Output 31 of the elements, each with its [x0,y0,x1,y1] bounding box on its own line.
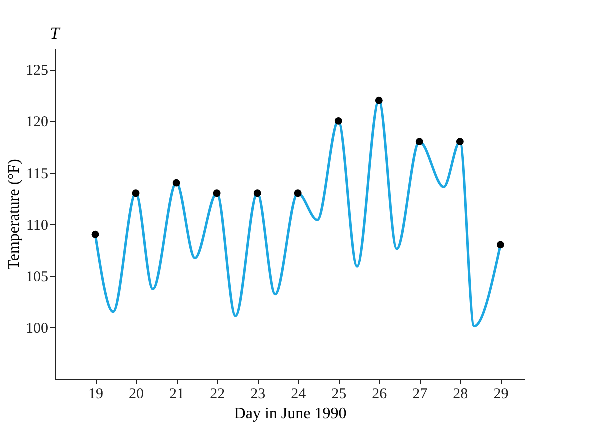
y-tick-label: 100 [26,320,48,337]
y-tick-label: 115 [26,166,48,182]
y-axis-title: Temperature (°F) [6,159,23,270]
point [334,117,342,125]
point [456,138,464,146]
x-tick-label: 20 [129,386,144,402]
point [254,190,262,198]
y-tick-label: 125 [26,63,48,80]
text: T [50,24,62,43]
y-tick-label: 120 [26,114,48,131]
x-tick-label: 24 [291,386,307,402]
point [294,190,302,198]
point [375,96,383,104]
x-tick-label: 22 [210,386,226,402]
x-tick-label: 19 [88,386,104,402]
x-tick-label: 29 [494,386,509,402]
point [213,190,221,198]
x-tick-label: 21 [170,386,185,402]
point [416,138,424,146]
x-tick-label: 28 [453,386,468,402]
x-tick-label: 27 [412,386,428,402]
x-tick-label: 23 [250,386,266,402]
point [172,179,180,187]
x-axis-title: Day in June 1990 [234,406,347,422]
x-tick-label: 26 [372,386,388,402]
point [92,230,100,238]
y-tick-label: 110 [26,218,48,234]
y-tick-label: 105 [26,269,48,286]
x-tick-label: 25 [332,386,347,402]
point [496,241,504,249]
point [132,190,140,198]
